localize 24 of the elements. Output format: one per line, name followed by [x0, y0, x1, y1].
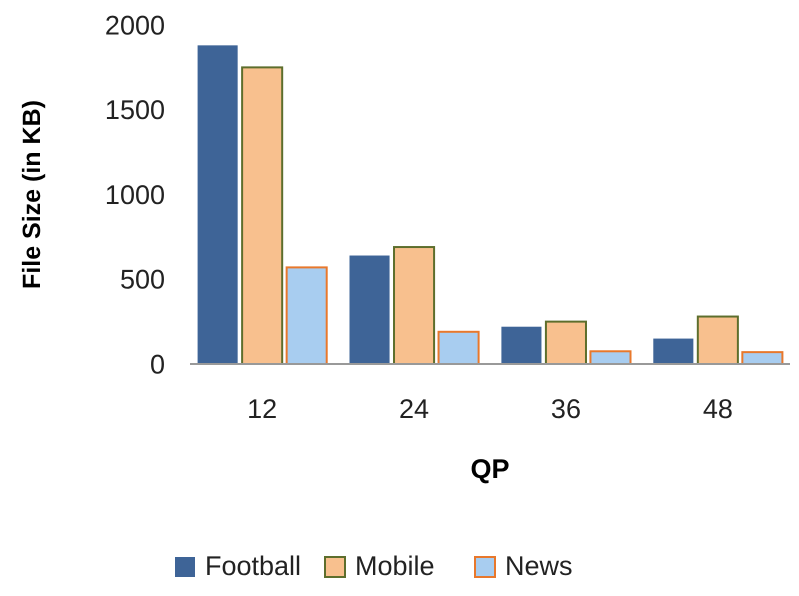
y-tick-label: 2000 [104, 10, 165, 40]
y-tick-label: 1500 [104, 95, 165, 126]
bar [393, 246, 436, 365]
y-tick-label: 1000 [104, 180, 165, 210]
bar [696, 316, 739, 365]
x-tick-label: 24 [399, 394, 430, 424]
y-tick-label: 0 [150, 349, 165, 380]
x-tick-label: 12 [247, 394, 278, 424]
legend-label: Football [205, 551, 302, 581]
bar [653, 338, 694, 364]
bar [438, 330, 480, 365]
legend-label: News [505, 551, 573, 581]
y-tick-label: 500 [120, 264, 165, 295]
bar [198, 45, 238, 364]
bar [501, 326, 542, 364]
bar [241, 66, 284, 365]
x-tick-label: 36 [550, 394, 581, 424]
bar [349, 256, 390, 364]
x-tick-label: 48 [702, 394, 733, 424]
legend-label: Mobile [355, 551, 435, 581]
x-axis-title: QP [470, 454, 510, 484]
bar [544, 320, 587, 365]
bar [286, 266, 328, 365]
y-axis-title: File Size (in KB) [18, 100, 46, 289]
